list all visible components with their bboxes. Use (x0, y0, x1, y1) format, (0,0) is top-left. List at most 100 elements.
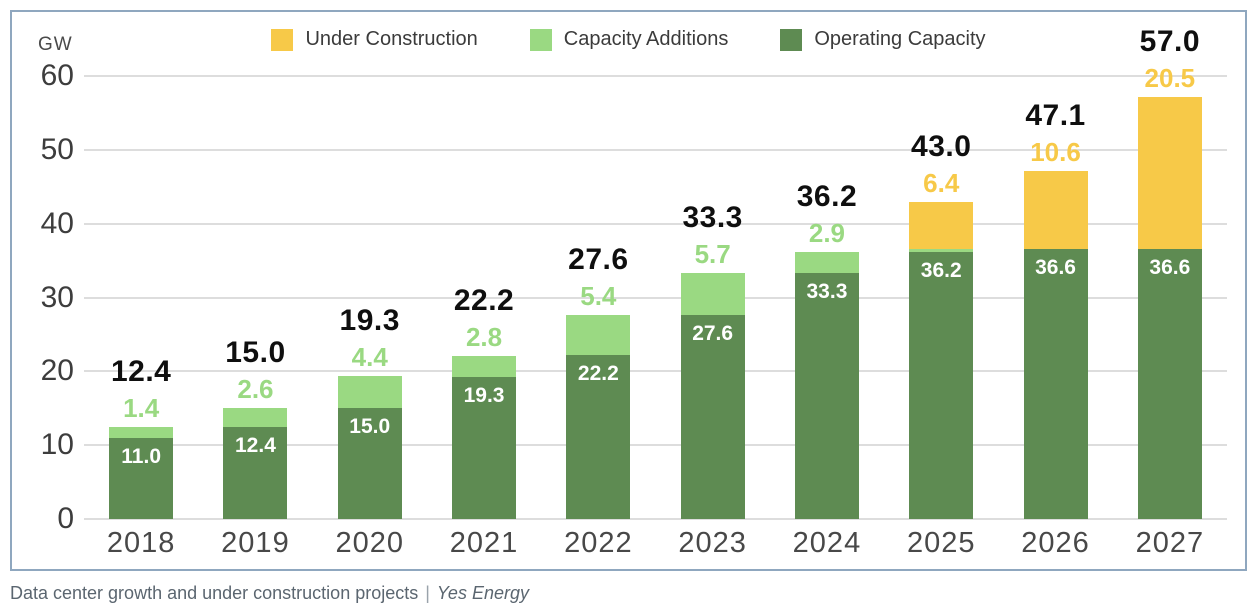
x-axis-label: 2022 (564, 527, 633, 559)
y-tick-label: 60 (40, 59, 74, 92)
caption-source: Yes Energy (436, 583, 529, 603)
under_construction-swatch-icon (271, 28, 294, 51)
accent-value-label: 5.4 (580, 281, 617, 312)
plot-area: 11.0 1.4 12.4 2018 12.4 2.6 15.0 2019 15.0 4.4 19.… (84, 26, 1227, 559)
segment-under_construction (1137, 97, 1202, 249)
total-value-label: 47.1 (1025, 98, 1086, 132)
accent-value-label: 2.9 (808, 217, 846, 248)
bar-group-2018: 11.0 1.4 12.4 2018 (84, 76, 198, 559)
segment-under_construction (1023, 170, 1088, 249)
segment-operating_capacity (1137, 248, 1202, 519)
legend: Under Construction Capacity Additions Oper… (12, 28, 1245, 51)
legend-label: Under Construction (305, 28, 478, 50)
gridline (84, 296, 1227, 299)
accent-value-label: 20.5 (1144, 63, 1196, 94)
segment-capacity_additions (909, 248, 974, 252)
segment-operating_capacity (680, 315, 745, 519)
operating-value-label: 33.3 (806, 280, 848, 304)
operating-value-label: 15.0 (349, 415, 391, 439)
x-axis-label: 2024 (792, 527, 862, 559)
accent-value-label: 1.4 (123, 393, 160, 424)
operating_capacity-swatch-icon (780, 28, 803, 51)
chart-card: GW Under Construction Capacity Additions O… (10, 10, 1247, 571)
operating-value-label: 27.6 (692, 322, 734, 346)
operating-value-label: 11.0 (121, 444, 161, 468)
segment-capacity_additions (452, 355, 517, 377)
total-value-label: 57.0 (1139, 25, 1201, 59)
segment-operating_capacity (223, 427, 288, 519)
total-value-label: 19.3 (339, 303, 400, 337)
bar-group-2024: 33.3 2.9 36.2 2024 (770, 76, 884, 559)
segment-capacity_additions (566, 315, 631, 356)
legend-label: Capacity Additions (563, 28, 729, 50)
y-tick-label: 20 (40, 354, 74, 388)
segment-capacity_additions (680, 273, 745, 316)
caption-separator: | (425, 583, 430, 603)
y-tick-label: 0 (57, 502, 74, 535)
capacity_additions-swatch-icon (529, 28, 552, 51)
segment-capacity_additions (794, 251, 859, 274)
operating-value-label: 36.6 (1149, 255, 1191, 279)
total-value-label: 33.3 (682, 201, 743, 235)
segment-capacity_additions (223, 408, 288, 428)
operating-value-label: 36.2 (920, 258, 962, 282)
segment-operating_capacity (452, 376, 517, 519)
y-tick-label: 40 (40, 206, 74, 240)
bar-group-2025: 36.2 6.4 43.0 2025 (884, 76, 998, 559)
total-value-label: 12.4 (110, 355, 172, 389)
total-value-label: 43.0 (911, 129, 972, 163)
legend-item-capacity_additions: Capacity Additions (529, 28, 729, 51)
segment-operating_capacity (1023, 248, 1088, 519)
gridline (84, 370, 1227, 373)
segment-capacity_additions (337, 375, 402, 409)
total-value-label: 36.2 (796, 179, 858, 213)
segment-operating_capacity (566, 355, 631, 519)
total-value-label: 22.2 (453, 283, 515, 317)
gridline (84, 75, 1227, 77)
x-axis-label: 2019 (221, 527, 290, 559)
x-axis-label: 2018 (106, 527, 176, 559)
y-tick-label: 30 (40, 280, 74, 314)
bar-group-2021: 19.3 2.8 22.2 2021 (427, 76, 541, 559)
bar-group-2023: 27.6 5.7 33.3 2023 (656, 76, 770, 559)
x-axis-label: 2021 (449, 527, 519, 559)
accent-value-label: 6.4 (923, 167, 960, 198)
segment-operating_capacity (909, 251, 974, 519)
legend-item-operating_capacity: Operating Capacity (780, 28, 986, 51)
segment-under_construction (909, 201, 974, 249)
segment-operating_capacity (794, 273, 859, 519)
segment-capacity_additions (109, 427, 174, 438)
bar-group-2026: 36.6 10.6 47.1 2026 (998, 76, 1112, 559)
x-axis-label: 2023 (678, 527, 747, 559)
gridline (84, 222, 1227, 225)
y-axis: 0 10 20 30 40 50 60 (18, 59, 74, 535)
y-tick-label: 10 (40, 428, 74, 462)
total-value-label: 15.0 (225, 336, 286, 370)
unit-label: GW (38, 34, 73, 55)
gridline (84, 444, 1227, 447)
operating-value-label: 22.2 (577, 362, 619, 386)
operating-value-label: 19.3 (463, 383, 505, 407)
operating-value-label: 36.6 (1035, 255, 1076, 279)
legend-label: Operating Capacity (814, 28, 986, 50)
caption-text: Data center growth and under constructio… (10, 583, 419, 603)
operating-value-label: 12.4 (235, 434, 276, 458)
x-axis-label: 2025 (906, 527, 976, 559)
accent-value-label: 2.8 (465, 321, 503, 352)
gridline (84, 148, 1227, 151)
x-axis-label: 2020 (335, 527, 404, 559)
gridline (84, 518, 1227, 520)
caption: Data center growth and under constructio… (10, 583, 529, 604)
y-tick-label: 50 (40, 132, 74, 166)
x-axis-label: 2026 (1021, 527, 1090, 559)
bar-group-2027: 36.6 20.5 57.0 2027 (1113, 26, 1227, 559)
accent-value-label: 2.6 (237, 374, 274, 405)
bar-group-2019: 12.4 2.6 15.0 2019 (198, 76, 312, 559)
segment-operating_capacity (337, 408, 402, 519)
accent-value-label: 4.4 (351, 341, 388, 372)
accent-value-label: 5.7 (694, 239, 731, 270)
accent-value-label: 10.6 (1030, 136, 1081, 167)
bar-group-2020: 15.0 4.4 19.3 2020 (313, 76, 427, 559)
legend-item-under_construction: Under Construction (271, 28, 478, 51)
x-axis-label: 2027 (1135, 527, 1205, 559)
